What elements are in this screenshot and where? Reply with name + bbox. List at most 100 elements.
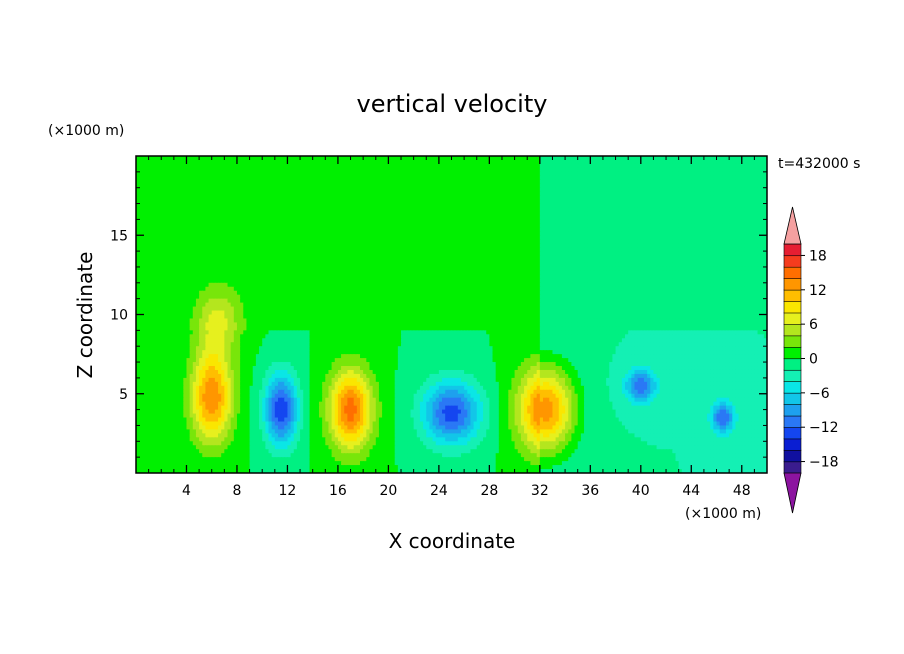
field-cell [296,251,301,256]
field-cell [584,219,588,224]
field-cell [653,227,658,232]
field-cell [483,235,487,240]
field-cell [688,156,692,161]
field-cell [391,167,396,173]
field-cell [344,231,348,236]
field-cell [306,219,311,224]
field-cell [754,183,759,189]
field-cell [177,243,181,248]
field-cell [492,199,497,205]
field-cell [678,187,683,193]
field-cell [356,219,361,224]
field-cell [309,187,314,193]
field-cell [738,183,743,189]
field-cell [524,159,528,165]
field-cell [252,163,257,169]
field-cell [136,179,140,185]
field-cell [754,203,759,209]
field-cell [653,175,658,181]
field-cell [372,243,377,248]
field-cell [530,167,535,173]
field-cell [580,235,585,240]
field-cell [350,207,355,213]
field-cell [464,231,468,236]
field-cell [293,175,298,181]
field-cell [546,199,550,205]
field-cell [221,211,225,217]
field-cell [312,235,317,240]
field-cell [318,211,323,217]
field-cell [353,231,358,236]
field-cell [161,223,165,228]
field-cell [148,163,153,169]
field-cell [281,171,285,177]
field-cell [154,191,159,197]
field-cell [520,195,525,201]
field-cell [205,211,210,217]
field-cell [416,239,421,244]
field-cell [252,227,257,232]
field-cell [180,219,184,224]
field-cell [312,231,317,236]
field-cell [445,156,449,161]
field-cell [347,171,352,177]
field-cell [533,191,538,197]
field-cell [713,247,718,252]
field-cell [495,171,500,177]
field-cell [662,191,667,197]
field-cell [372,219,377,224]
field-cell [625,227,629,232]
field-cell [621,207,626,213]
field-cell [287,187,292,193]
field-cell [574,243,579,248]
field-cell [397,215,402,220]
field-cell [274,239,279,244]
field-cell [183,231,188,236]
field-cell [457,179,462,185]
field-cell [599,159,604,165]
field-cell [170,195,175,201]
field-cell [501,235,506,240]
field-cell [713,207,718,213]
field-cell [363,223,367,228]
field-cell [713,243,718,248]
field-cell [451,231,456,236]
field-cell [249,211,254,217]
field-cell [186,171,191,177]
field-cell [328,211,333,217]
field-cell [268,183,273,189]
field-cell [432,219,437,224]
field-cell [621,191,626,197]
field-cell [451,223,456,228]
field-cell [303,203,307,209]
field-cell [741,171,746,177]
field-cell [255,211,260,217]
field-cell [555,219,560,224]
field-cell [218,203,222,209]
field-cell [388,235,393,240]
field-cell [707,203,711,209]
field-cell [401,179,405,185]
field-cell [262,215,266,220]
field-cell [331,171,336,177]
field-cell [536,247,541,252]
field-cell [303,187,307,193]
field-cell [151,167,156,173]
field-cell [517,187,522,193]
field-cell [290,231,295,236]
field-cell [413,167,418,173]
field-cell [744,243,749,248]
field-cell [707,243,711,248]
field-cell [587,231,591,236]
field-cell [432,203,437,209]
field-cell [350,191,355,197]
field-cell [369,203,374,209]
field-cell [643,163,648,169]
field-cell [546,243,550,248]
field-cell [725,223,730,228]
field-cell [694,203,699,209]
field-cell [732,191,737,197]
field-cell [214,219,219,224]
field-cell [684,171,689,177]
field-cell [697,199,702,205]
